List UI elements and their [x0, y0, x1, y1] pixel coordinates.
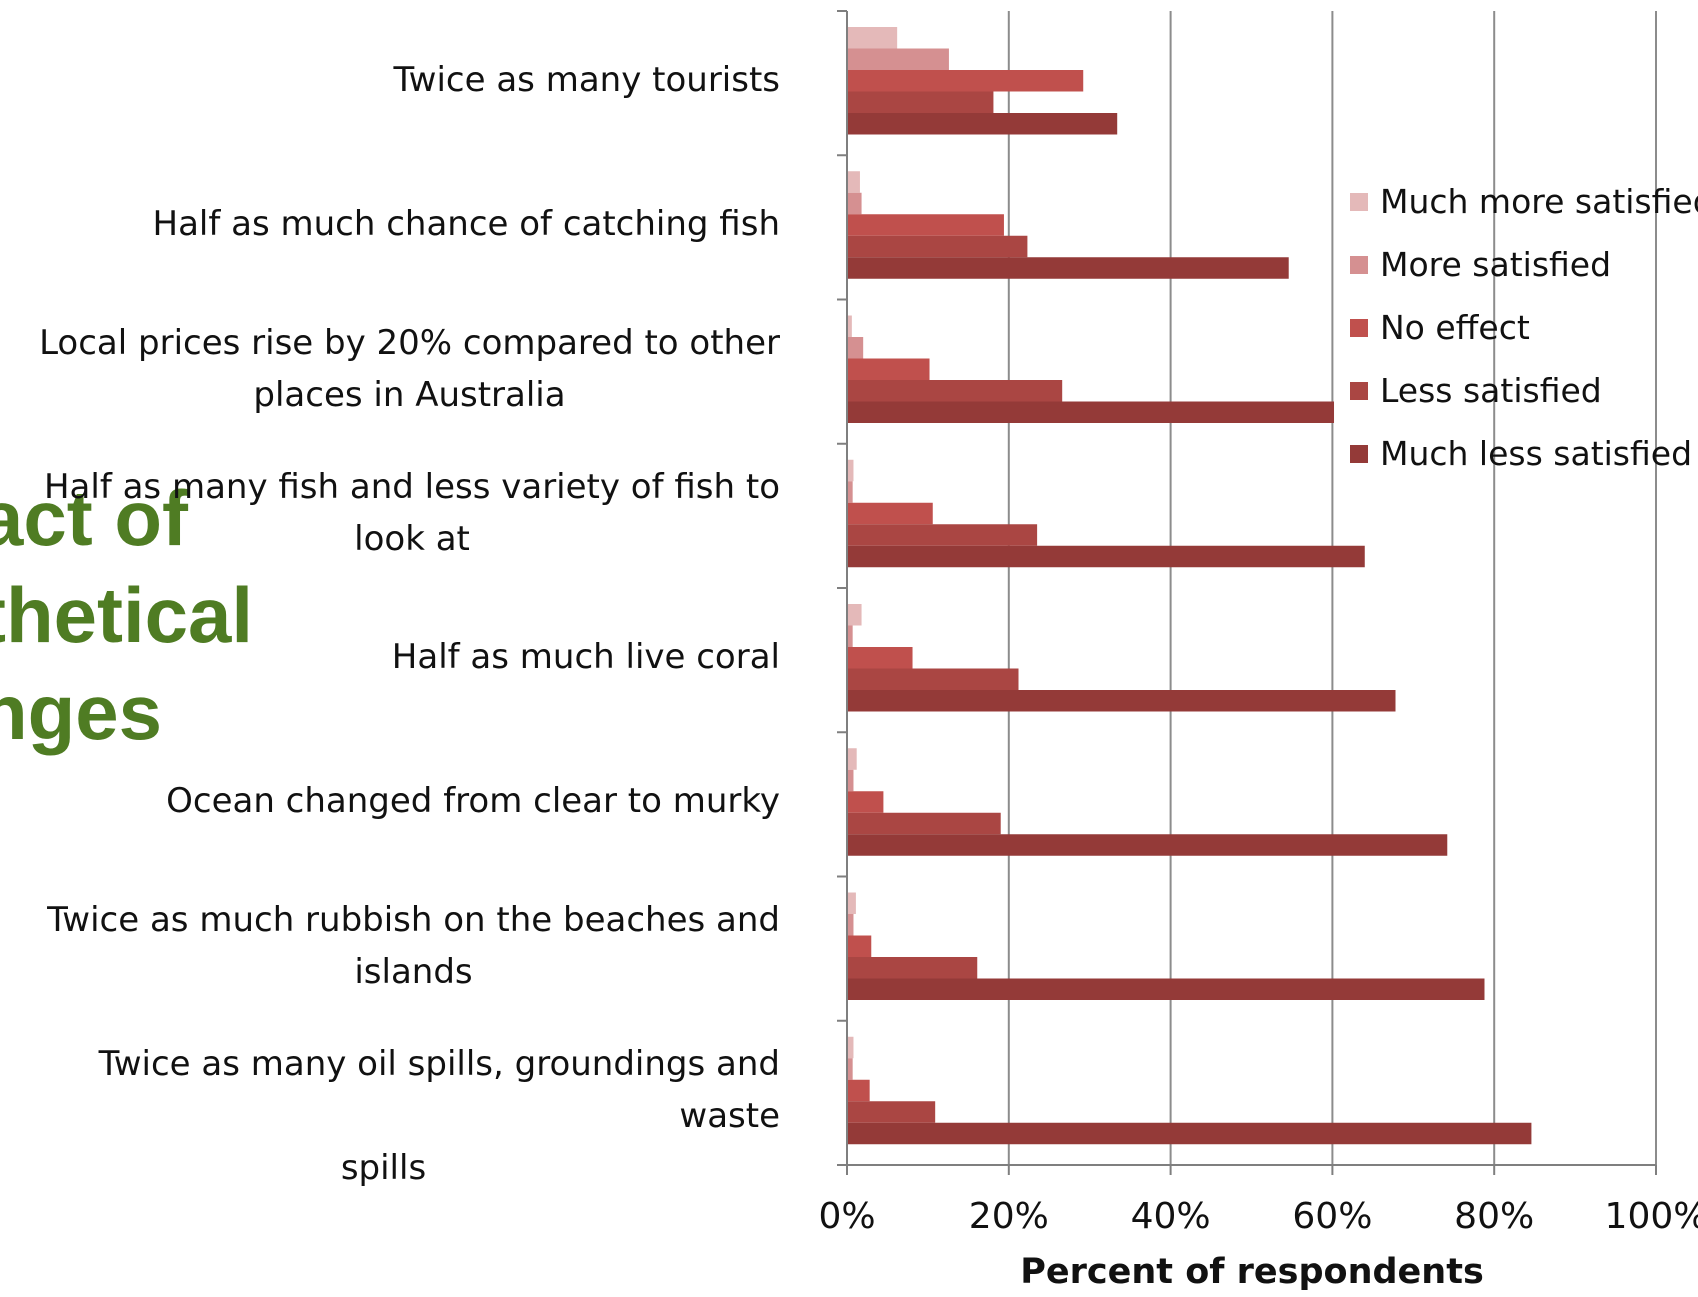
slide-title-line-2: thetical	[0, 571, 254, 659]
category-label: Twice as much rubbish on the beaches and…	[0, 894, 780, 998]
category-label-line: Twice as many oil spills, groundings and…	[98, 1043, 780, 1136]
bar-less-satisfied	[847, 524, 1038, 546]
legend-swatch	[1350, 444, 1368, 463]
category-label-line: Ocean changed from clear to murky	[166, 781, 780, 822]
bar-much-less-satisfied	[847, 257, 1289, 279]
bar-less-satisfied	[847, 812, 1001, 835]
bar-less-satisfied	[847, 1101, 936, 1123]
bar-much-more-satisfied	[847, 748, 857, 770]
bar-more-satisfied	[847, 625, 853, 647]
bar-much-more-satisfied	[847, 459, 854, 482]
bar-much-more-satisfied	[847, 1036, 854, 1059]
bar-much-less-satisfied	[847, 545, 1365, 568]
legend-swatch	[1350, 192, 1368, 211]
bar-much-more-satisfied	[847, 604, 862, 626]
bar-less-satisfied	[847, 91, 994, 113]
bar-no-effect	[847, 791, 884, 813]
bar-more-satisfied	[847, 914, 854, 936]
bar-much-less-satisfied	[847, 690, 1396, 712]
category-label: Ocean changed from clear to murky	[0, 775, 780, 827]
bar-more-satisfied	[847, 192, 862, 215]
legend-item: Much less satisfied	[1350, 422, 1698, 485]
bar-more-satisfied	[847, 337, 864, 359]
legend-label: No effect	[1380, 308, 1530, 347]
bar-more-satisfied	[847, 1058, 853, 1080]
legend-label: More satisfied	[1380, 245, 1612, 284]
category-label: Local prices rise by 20% compared to oth…	[0, 317, 780, 421]
legend-item: Much more satisfied	[1350, 170, 1698, 233]
bar-less-satisfied	[847, 235, 1028, 258]
slide-title-line-1: act of	[0, 474, 189, 562]
bar-less-satisfied	[847, 957, 978, 979]
bar-no-effect	[847, 358, 930, 380]
x-tick-label: 20%	[968, 1196, 1049, 1237]
category-label: Twice as many oil spills, groundings and…	[0, 1038, 780, 1194]
chart-legend: Much more satisfied More satisfied No effe…	[1350, 170, 1698, 485]
category-label: Half as much live coral	[0, 631, 780, 683]
category-label-line: spills	[340, 1147, 427, 1188]
bar-less-satisfied	[847, 668, 1019, 690]
category-label-line: look at	[354, 518, 470, 559]
category-label: Half as many fish and less variety of fi…	[0, 461, 780, 565]
legend-swatch	[1350, 318, 1368, 337]
x-axis-title: Percent of respondents	[1020, 1252, 1484, 1292]
bar-much-less-satisfied	[847, 834, 1448, 856]
category-label-line: Half as many fish and less variety of fi…	[43, 466, 780, 507]
legend-item: Less satisfied	[1350, 359, 1698, 422]
x-tick-label: 60%	[1292, 1196, 1373, 1237]
slide-title-line-3: nges	[0, 668, 163, 756]
category-label-line: Half as much live coral	[391, 637, 780, 678]
bar-much-more-satisfied	[847, 892, 856, 914]
bar-no-effect	[847, 935, 872, 957]
category-label-line: places in Australia	[253, 374, 566, 415]
category-label-line: Twice as many tourists	[393, 60, 780, 101]
bar-more-satisfied	[847, 481, 853, 503]
legend-item: More satisfied	[1350, 233, 1698, 296]
bar-much-more-satisfied	[847, 27, 898, 49]
category-label: Half as much chance of catching fish	[0, 198, 781, 250]
legend-label: Much less satisfied	[1380, 434, 1693, 473]
bar-more-satisfied	[847, 48, 949, 70]
bar-no-effect	[847, 502, 933, 525]
category-label: Twice as many tourists	[0, 54, 780, 106]
category-label-line: Twice as much rubbish on the beaches and	[47, 899, 780, 940]
legend-item: No effect	[1350, 296, 1698, 359]
legend-label: Less satisfied	[1380, 371, 1602, 410]
bar-no-effect	[847, 70, 1084, 92]
category-label-line: Local prices rise by 20% compared to oth…	[39, 322, 780, 363]
legend-swatch	[1350, 381, 1368, 400]
category-label-line: islands	[354, 951, 473, 992]
x-tick-label: 40%	[1130, 1196, 1211, 1237]
bar-much-less-satisfied	[847, 401, 1335, 423]
bar-no-effect	[847, 214, 1004, 236]
bar-much-less-satisfied	[847, 113, 1118, 135]
bar-less-satisfied	[847, 380, 1063, 402]
bar-much-more-satisfied	[847, 315, 852, 337]
legend-label: Much more satisfied	[1380, 182, 1698, 221]
bar-much-less-satisfied	[847, 978, 1485, 1000]
bar-much-less-satisfied	[847, 1122, 1532, 1145]
bar-no-effect	[847, 1079, 870, 1102]
x-tick-label: 80%	[1454, 1196, 1535, 1237]
slide-title: act of thetical nges	[0, 470, 253, 761]
bar-more-satisfied	[847, 769, 854, 792]
category-label-line: Half as much chance of catching fish	[152, 204, 781, 245]
bar-no-effect	[847, 647, 913, 669]
x-tick-label: 0%	[818, 1196, 876, 1237]
legend-swatch	[1350, 255, 1368, 274]
x-tick-label: 100%	[1604, 1196, 1698, 1237]
bar-much-more-satisfied	[847, 171, 860, 193]
